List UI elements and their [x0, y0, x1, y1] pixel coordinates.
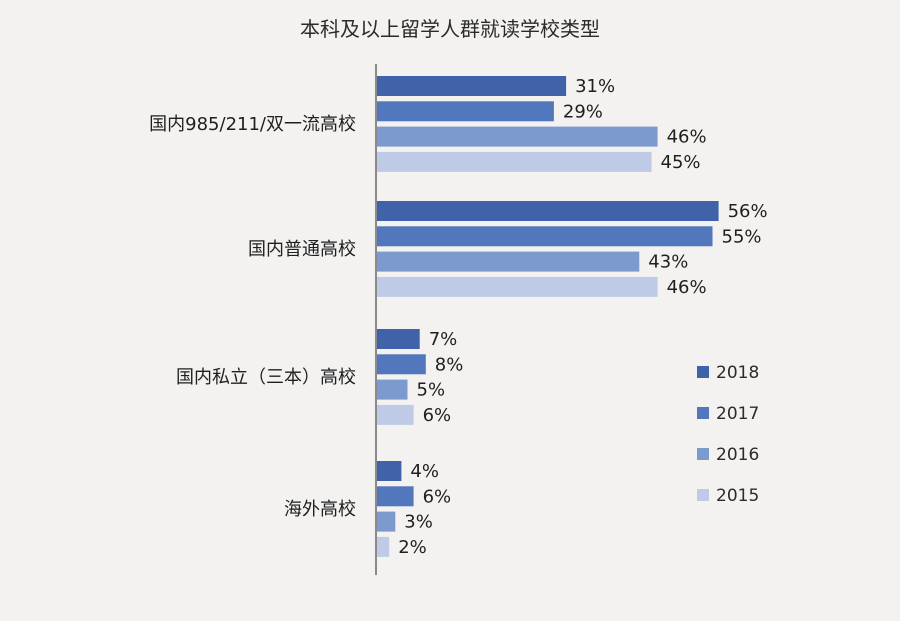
bar-2018-cat3 [377, 461, 402, 481]
legend-swatch-2016 [697, 448, 709, 460]
value-label-2018-cat0: 31% [575, 76, 615, 97]
legend-label-2016: 2016 [716, 445, 759, 465]
chart-title: 本科及以上留学人群就读学校类型 [300, 17, 600, 41]
value-label-2016-cat3: 3% [404, 512, 433, 533]
value-label-2017-cat1: 55% [722, 226, 762, 247]
category-label-3: 海外高校 [284, 499, 356, 520]
value-label-2018-cat1: 56% [728, 201, 768, 222]
value-label-2015-cat2: 6% [423, 405, 452, 426]
category-label-1: 国内普通高校 [248, 239, 356, 260]
bar-2017-cat0 [377, 101, 554, 122]
bar-2017-cat1 [377, 226, 713, 247]
value-label-2015-cat3: 2% [398, 537, 427, 558]
bar-2016-cat0 [377, 126, 658, 147]
value-label-2016-cat2: 5% [417, 380, 446, 401]
legend-label-2017: 2017 [716, 404, 759, 424]
bar-2017-cat2 [377, 354, 426, 375]
bar-2015-cat3 [377, 536, 390, 557]
bar-2016-cat3 [377, 511, 396, 532]
bar-2015-cat0 [377, 151, 652, 172]
legend-swatch-2015 [697, 489, 709, 501]
value-label-2018-cat3: 4% [410, 461, 439, 482]
value-label-2017-cat3: 6% [423, 486, 452, 507]
legend: 2018 2017 2016 2015 [697, 363, 759, 506]
value-label-2018-cat2: 7% [429, 329, 458, 350]
bar-2016-cat1 [377, 251, 640, 272]
bar-2018-cat0 [377, 76, 567, 96]
bar-2015-cat1 [377, 276, 658, 297]
bar-2015-cat2 [377, 404, 414, 425]
bar-2017-cat3 [377, 486, 414, 507]
value-label-2016-cat1: 43% [648, 252, 688, 273]
value-label-2017-cat2: 8% [435, 354, 464, 375]
bar-2016-cat2 [377, 379, 408, 400]
legend-label-2018: 2018 [716, 363, 759, 383]
value-label-2015-cat1: 46% [667, 277, 707, 298]
value-label-2015-cat0: 45% [661, 152, 701, 173]
legend-swatch-2017 [697, 407, 709, 419]
legend-swatch-2018 [697, 366, 709, 378]
bar-2018-cat1 [377, 201, 719, 221]
legend-label-2015: 2015 [716, 486, 759, 506]
category-label-0: 国内985/211/双一流高校 [149, 114, 356, 135]
value-label-2017-cat0: 29% [563, 101, 603, 122]
bar-2018-cat2 [377, 329, 420, 349]
value-label-2016-cat0: 46% [667, 127, 707, 148]
bars-group: 31% 29% 46% 45% 56% 55% 43% 46% 7% 8% 5% 6% 4% 6% 3% 2% [377, 76, 768, 558]
category-label-2: 国内私立（三本）高校 [176, 367, 356, 388]
